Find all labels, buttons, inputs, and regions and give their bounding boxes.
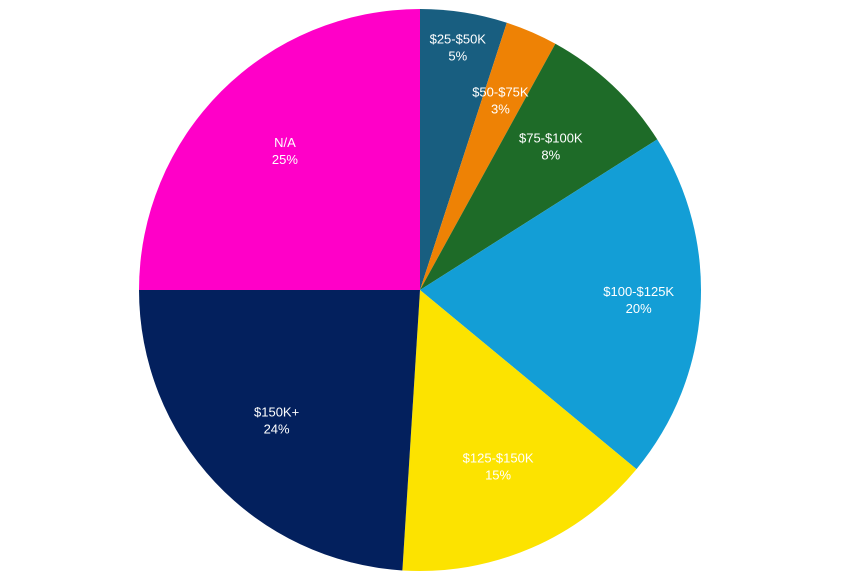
- pie-labels: $25-$50K 5% $50-$75K 3% $75-$100K 8% $100-$125…: [254, 31, 674, 482]
- pie-slice-125-150k: [402, 290, 637, 572]
- pie-slices: [138, 9, 702, 572]
- slice-category-label: $150K+: [254, 405, 299, 420]
- slice-label: $125-$150K 15%: [463, 451, 534, 483]
- pie-slice-25-50k: [420, 9, 507, 290]
- slice-value-label: 20%: [626, 301, 652, 316]
- slice-value-label: 24%: [264, 422, 290, 437]
- slice-category-label: $125-$150K: [463, 451, 534, 466]
- slice-value-label: 5%: [448, 48, 467, 63]
- slice-value-label: 25%: [272, 152, 298, 167]
- slice-label: N/A 25%: [272, 135, 298, 167]
- slice-category-label: $100-$125K: [603, 284, 674, 299]
- pie-slice-n-a: [139, 9, 420, 290]
- slice-category-label: $25-$50K: [430, 31, 487, 46]
- slice-category-label: $50-$75K: [472, 84, 529, 99]
- pie-slice-75-100k: [420, 43, 658, 291]
- slice-value-label: 8%: [541, 148, 560, 163]
- slice-label: $50-$75K 3%: [472, 84, 529, 116]
- pie-slice-150k: [138, 290, 420, 571]
- slice-value-label: 15%: [485, 468, 511, 483]
- pie-slice-50-75k: [420, 22, 556, 290]
- slice-label: $100-$125K 20%: [603, 284, 674, 316]
- slice-value-label: 3%: [491, 101, 510, 116]
- slice-label: $25-$50K 5%: [430, 31, 487, 63]
- pie-slice-100-125k: [420, 139, 702, 470]
- slice-label: $75-$100K 8%: [519, 131, 583, 163]
- slice-category-label: $75-$100K: [519, 131, 583, 146]
- slice-label: $150K+ 24%: [254, 405, 299, 437]
- slice-category-label: N/A: [274, 135, 296, 150]
